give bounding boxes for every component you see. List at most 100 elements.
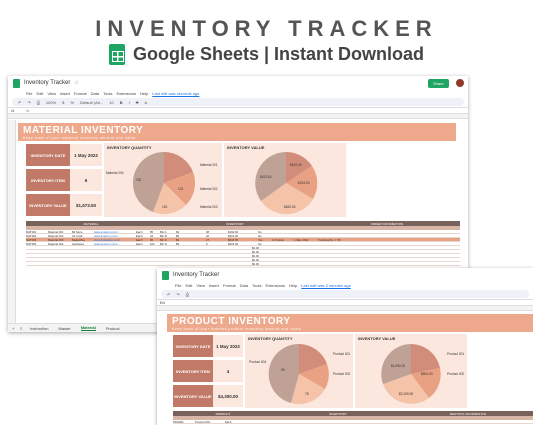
kpi-value-value: $4,300.00 xyxy=(213,385,243,407)
sheets-logo-icon[interactable] xyxy=(13,78,20,88)
tab-product[interactable]: Product xyxy=(105,325,120,331)
table-row[interactable]: MAT002 Material 002 A2 Craft www.amazon.com… xyxy=(26,234,460,238)
value-legend-2: Product 002 xyxy=(447,372,465,376)
table-row[interactable]: PRO001 Product 001 Each xyxy=(173,420,533,424)
menu-extensions[interactable]: Extensions xyxy=(265,283,286,288)
table-subheader xyxy=(26,226,460,230)
value-chart-panel: INVENTORY VALUE $192.00 $315.00 $632.50 … xyxy=(224,143,346,217)
product-banner: PRODUCT INVENTORY Keep track of your fin… xyxy=(167,314,533,332)
sheets-logo-icon[interactable] xyxy=(162,270,169,280)
page-subtitle: Google Sheets | Instant Download xyxy=(132,44,425,64)
menu-help[interactable]: Help xyxy=(140,91,149,96)
font-select[interactable]: Default (Ari... xyxy=(79,99,104,105)
kpi-item-label: INVENTORY ITEM xyxy=(26,169,70,191)
menu-view[interactable]: View xyxy=(47,91,56,96)
tab-instruction[interactable]: Instruction xyxy=(30,325,49,331)
pie-slice xyxy=(132,151,164,212)
menu-file[interactable]: File xyxy=(175,283,182,288)
fx-icon: fx xyxy=(26,108,30,113)
redo-icon[interactable]: ↷ xyxy=(27,99,31,105)
percent-icon[interactable]: % xyxy=(70,99,74,105)
star-icon[interactable]: ☆ xyxy=(74,80,79,86)
banner-title: MATERIAL INVENTORY xyxy=(23,125,144,136)
menu-tools[interactable]: Tools xyxy=(103,91,113,96)
qty-chart-title: INVENTORY QUANTITY xyxy=(107,145,152,150)
table-row[interactable]: $0.00 xyxy=(26,258,460,262)
kpi-date-label: INVENTORY DATE xyxy=(173,335,213,357)
menu-data[interactable]: Data xyxy=(90,91,100,96)
column-headers[interactable] xyxy=(8,114,468,119)
value-legend-1: Product 001 xyxy=(447,352,465,356)
table-row[interactable]: $0.00 xyxy=(26,250,460,254)
qty-value-1: 152 xyxy=(136,178,142,182)
qty-legend-1: Product 001 xyxy=(333,352,351,356)
qty-value-1: 95 xyxy=(281,368,285,372)
last-edit-link[interactable]: Last edit was seconds ago xyxy=(152,91,200,96)
formula-bar[interactable]: B4 xyxy=(157,299,533,306)
menu-format[interactable]: Format xyxy=(222,283,236,288)
doc-title[interactable]: Inventory Tracker xyxy=(24,80,71,86)
zoom-select[interactable]: 100% xyxy=(45,99,57,105)
qty-legend-2: Material 002 xyxy=(200,187,218,191)
italic-icon[interactable]: I xyxy=(128,99,130,105)
table-row[interactable]: MAT004 Material 004 Hardware www.amazon.com… xyxy=(26,242,460,246)
menu-tools[interactable]: Tools xyxy=(252,283,262,288)
menu-insert[interactable]: Insert xyxy=(208,283,219,288)
qty-legend-3: Product 004 xyxy=(249,360,267,364)
menu-extensions[interactable]: Extensions xyxy=(116,91,137,96)
kpi-date-label: INVENTORY DATE xyxy=(26,144,70,166)
value-chart-panel: INVENTORY VALUE $1,050.00 $600.00 $2,150… xyxy=(355,334,467,408)
column-headers[interactable] xyxy=(157,306,533,311)
doc-title[interactable]: Inventory Tracker xyxy=(173,272,220,278)
tab-material[interactable]: Material xyxy=(80,325,96,331)
print-icon[interactable]: ⎙ xyxy=(185,291,189,297)
table-row[interactable]: MAT003 Material 003 MakeWise www.makewise.c… xyxy=(26,238,460,242)
kpi-item-value: 6 xyxy=(70,169,102,191)
menu-edit[interactable]: Edit xyxy=(36,91,44,96)
table-row[interactable]: MAT001 Material 001 $9 Store www.amazon.com… xyxy=(26,230,460,234)
menu-insert[interactable]: Insert xyxy=(59,91,70,96)
undo-icon[interactable]: ↶ xyxy=(167,291,171,297)
undo-icon[interactable]: ↶ xyxy=(18,99,22,105)
value-label-1: $192.00 xyxy=(290,163,302,167)
pie-slice xyxy=(268,343,299,403)
table-row[interactable]: $0.00 xyxy=(26,254,460,258)
all-sheets-icon[interactable]: ≡ xyxy=(20,325,23,331)
table-row[interactable]: $0.00 xyxy=(26,262,460,266)
table-group-product: PRODUCT xyxy=(173,411,273,416)
menu-help[interactable]: Help xyxy=(289,283,298,288)
qty-legend-2: Product 002 xyxy=(333,372,351,376)
font-size-select[interactable]: 10 xyxy=(109,99,114,105)
table-row[interactable]: $0.00 xyxy=(26,246,460,250)
product-sheet-window: Inventory Tracker File Edit View Insert … xyxy=(157,268,533,425)
menu-format[interactable]: Format xyxy=(73,91,87,96)
menu-edit[interactable]: Edit xyxy=(185,283,193,288)
formula-bar[interactable]: I4 fx xyxy=(8,107,468,114)
pie-slice xyxy=(255,152,286,201)
tab-master[interactable]: Master xyxy=(58,325,71,331)
redo-icon[interactable]: ↷ xyxy=(176,291,180,297)
kpi-date-value: 1 May 2022 xyxy=(213,335,243,357)
bold-icon[interactable]: B xyxy=(119,99,123,105)
menu-data[interactable]: Data xyxy=(239,283,249,288)
last-edit-link[interactable]: Last edit was 2 minutes ago xyxy=(301,283,351,288)
pie-slice xyxy=(383,374,429,404)
text-color-icon[interactable]: A xyxy=(144,99,148,105)
menu-view[interactable]: View xyxy=(196,283,205,288)
menu-bar: File Edit View Insert Format Data Tools … xyxy=(157,282,533,289)
currency-icon[interactable]: $ xyxy=(62,99,65,105)
add-sheet-icon[interactable]: + xyxy=(12,325,15,331)
share-button[interactable]: Share xyxy=(428,79,449,88)
avatar[interactable] xyxy=(456,79,464,87)
pie-slice xyxy=(286,166,318,199)
cell-reference[interactable]: I4 xyxy=(11,108,15,113)
value-label-4: $423.00 xyxy=(260,175,272,179)
print-icon[interactable]: ⎙ xyxy=(36,99,40,105)
row-headers[interactable] xyxy=(8,120,16,323)
menu-bar: File Edit View Insert Format Data Tools … xyxy=(8,90,468,97)
menu-file[interactable]: File xyxy=(26,91,33,96)
kpi-date-value: 1 May 2022 xyxy=(70,144,102,166)
cell-reference[interactable]: B4 xyxy=(160,300,165,305)
strikethrough-icon[interactable]: S xyxy=(135,99,139,105)
value-label-3: $2,150.00 xyxy=(399,392,414,396)
